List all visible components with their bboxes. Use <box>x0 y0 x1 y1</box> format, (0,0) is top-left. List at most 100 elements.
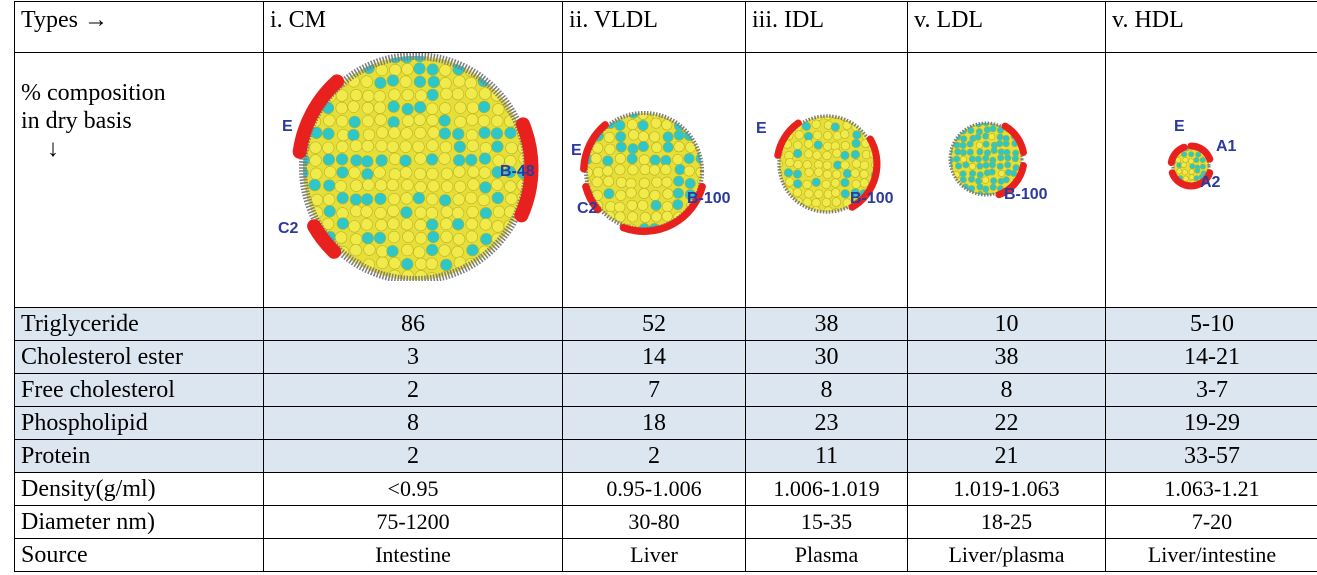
yellow-particle <box>813 131 822 140</box>
value-cell: 0.95-1.006 <box>563 473 746 506</box>
cyan-particle <box>414 101 426 113</box>
cyan-particle <box>465 154 477 166</box>
cyan-particle <box>983 141 989 147</box>
value-cell: 7 <box>563 374 746 407</box>
yellow-particle <box>309 259 321 271</box>
cyan-particle <box>784 197 793 206</box>
diagram-cell: EB-100 <box>746 53 908 308</box>
cyan-particle <box>480 207 492 219</box>
yellow-particle <box>454 75 466 87</box>
yellow-particle <box>1183 176 1188 181</box>
cyan-particle <box>348 271 360 281</box>
yellow-particle <box>640 212 650 222</box>
cyan-particle <box>493 257 505 269</box>
yellow-particle <box>652 177 662 187</box>
yellow-particle <box>400 141 412 153</box>
yellow-particle <box>628 165 638 175</box>
cyan-particle <box>480 53 492 61</box>
value-cell: 1.019-1.063 <box>908 473 1106 506</box>
yellow-particle <box>697 131 707 141</box>
yellow-particle <box>822 198 831 207</box>
yellow-particle <box>831 188 840 197</box>
row-label: Diameter nm) <box>15 506 264 539</box>
cyan-particle <box>388 116 400 128</box>
cyan-particle <box>1200 164 1205 169</box>
yellow-particle <box>793 112 802 121</box>
yellow-particle <box>466 88 478 100</box>
yellow-particle <box>441 181 453 193</box>
cyan-particle <box>638 141 648 151</box>
yellow-particle <box>452 246 464 258</box>
value-cell: 1.063-1.21 <box>1106 473 1317 506</box>
cyan-particle <box>685 178 695 188</box>
yellow-particle <box>831 179 840 188</box>
yellow-particle <box>805 190 814 199</box>
value-cell: 23 <box>746 407 908 440</box>
cyan-particle <box>969 156 975 162</box>
yellow-particle <box>324 166 336 178</box>
yellow-particle <box>663 107 673 117</box>
yellow-particle <box>673 109 683 119</box>
yellow-particle <box>785 158 794 167</box>
yellow-particle <box>415 258 427 270</box>
cyan-particle <box>960 136 966 142</box>
cyan-particle <box>401 258 413 270</box>
yellow-particle <box>453 53 465 61</box>
yellow-particle <box>955 191 961 197</box>
yellow-particle <box>467 140 479 152</box>
cyan-particle <box>1010 119 1016 125</box>
composition-label: % compositionin dry basis↓ <box>15 53 264 308</box>
yellow-particle <box>823 151 832 160</box>
yellow-particle <box>492 53 504 61</box>
diagram-cell: EA1A2 <box>1106 53 1317 308</box>
cyan-particle <box>362 168 374 180</box>
cyan-particle <box>989 169 995 175</box>
yellow-particle <box>361 206 373 218</box>
cyan-particle <box>519 103 531 115</box>
composition-line: in dry basis <box>21 107 257 135</box>
yellow-particle <box>374 91 386 103</box>
cyan-particle <box>387 245 399 257</box>
lipoprotein-diagram: EB-100 <box>746 53 908 281</box>
diagram-cell: EB-48C2 <box>264 53 563 308</box>
yellow-particle <box>452 207 464 219</box>
yellow-particle <box>785 178 794 187</box>
yellow-particle <box>364 244 376 256</box>
cyan-particle <box>337 192 349 204</box>
cyan-particle <box>990 178 996 184</box>
value-cell: 38 <box>908 341 1106 374</box>
cyan-particle <box>843 169 852 178</box>
cyan-particle <box>616 142 626 152</box>
yellow-particle <box>375 207 387 219</box>
yellow-particle <box>480 63 492 75</box>
yellow-particle <box>376 140 388 152</box>
cyan-particle <box>323 180 335 192</box>
yellow-particle <box>603 176 613 186</box>
yellow-particle <box>662 177 672 187</box>
cyan-particle <box>309 179 321 191</box>
cyan-particle <box>793 170 802 179</box>
yellow-particle <box>823 142 832 151</box>
yellow-particle <box>795 131 804 140</box>
yellow-particle <box>814 168 823 177</box>
value-cell: 19-29 <box>1106 407 1317 440</box>
cyan-particle <box>802 122 811 131</box>
cyan-particle <box>580 107 590 117</box>
yellow-particle <box>387 218 399 230</box>
yellow-particle <box>336 115 348 127</box>
yellow-particle <box>389 169 401 181</box>
yellow-particle <box>335 180 347 192</box>
cyan-particle <box>675 164 685 174</box>
lipoprotein-diagram: EB-48C2 <box>264 53 563 281</box>
cyan-particle <box>603 107 613 117</box>
yellow-particle <box>492 104 504 116</box>
cyan-particle <box>852 139 861 148</box>
yellow-particle <box>454 181 466 193</box>
yellow-particle <box>813 151 822 160</box>
yellow-particle <box>452 88 464 100</box>
yellow-particle <box>440 141 452 153</box>
yellow-particle <box>361 219 373 231</box>
yellow-particle <box>376 219 388 231</box>
yellow-particle <box>639 155 649 165</box>
